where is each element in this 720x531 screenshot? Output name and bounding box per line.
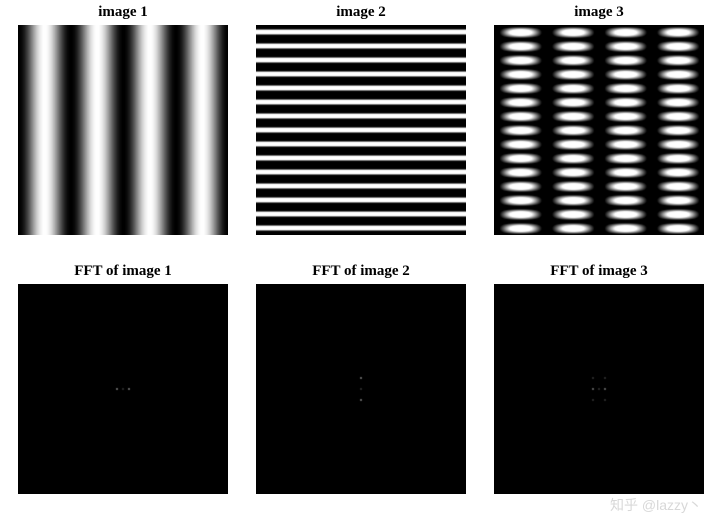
- panel-fft-1: [18, 284, 228, 494]
- canvas-image-3: [494, 25, 704, 235]
- panel-fft-2: [256, 284, 466, 494]
- title-fft-1: FFT of image 1: [18, 263, 228, 284]
- title-image-2: image 2: [256, 4, 466, 25]
- panel-image-2: [256, 25, 466, 235]
- canvas-fft-2: [256, 284, 466, 494]
- title-fft-3: FFT of image 3: [494, 263, 704, 284]
- title-image-3: image 3: [494, 4, 704, 25]
- canvas-image-2: [256, 25, 466, 235]
- panel-image-3: [494, 25, 704, 235]
- row-gap: [18, 235, 704, 263]
- panel-image-1: [18, 25, 228, 235]
- canvas-fft-1: [18, 284, 228, 494]
- canvas-fft-3: [494, 284, 704, 494]
- figure-grid: image 1 image 2 image 3 FFT of image 1 F…: [0, 0, 720, 494]
- panel-fft-3: [494, 284, 704, 494]
- title-image-1: image 1: [18, 4, 228, 25]
- canvas-image-1: [18, 25, 228, 235]
- title-fft-2: FFT of image 2: [256, 263, 466, 284]
- watermark: 知乎 @lazzy丶: [610, 495, 702, 515]
